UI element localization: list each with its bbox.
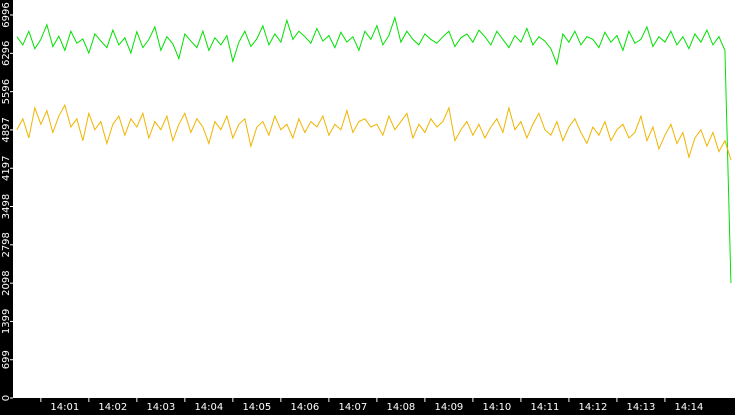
y-tick-label: 4897 xyxy=(1,117,12,142)
x-tick-label: 14:12 xyxy=(578,402,607,413)
series-line xyxy=(16,15,732,284)
x-tick-label: 14:02 xyxy=(98,402,127,413)
y-tick-label: 4197 xyxy=(1,156,12,181)
y-tick-label: 5596 xyxy=(1,79,12,104)
x-tick-label: 14:05 xyxy=(242,402,271,413)
y-tick-label: 3498 xyxy=(1,194,12,219)
x-tick-label: 14:08 xyxy=(386,402,415,413)
x-tick-label: 14:13 xyxy=(626,402,655,413)
x-tick-label: 14:10 xyxy=(482,402,511,413)
x-tick-label: 14:07 xyxy=(338,402,367,413)
series-line xyxy=(16,103,732,161)
y-tick-label: 2098 xyxy=(1,270,12,295)
y-axis-strip xyxy=(0,0,13,415)
x-tick-label: 14:06 xyxy=(290,402,319,413)
x-tick-label: 14:04 xyxy=(194,402,223,413)
y-tick-label: 1399 xyxy=(1,309,12,334)
y-tick-label: 2798 xyxy=(1,232,12,257)
y-tick-label: 6296 xyxy=(1,41,12,66)
x-tick-label: 14:09 xyxy=(434,402,463,413)
x-axis-strip xyxy=(0,398,735,415)
y-tick-label: 699 xyxy=(1,350,12,369)
x-tick-label: 14:14 xyxy=(675,402,704,413)
y-tick-label: 0 xyxy=(1,395,12,401)
x-tick-label: 14:01 xyxy=(50,402,79,413)
x-tick-label: 14:11 xyxy=(530,402,559,413)
x-tick-label: 14:03 xyxy=(146,402,175,413)
y-tick-label: 6996 xyxy=(1,2,12,27)
